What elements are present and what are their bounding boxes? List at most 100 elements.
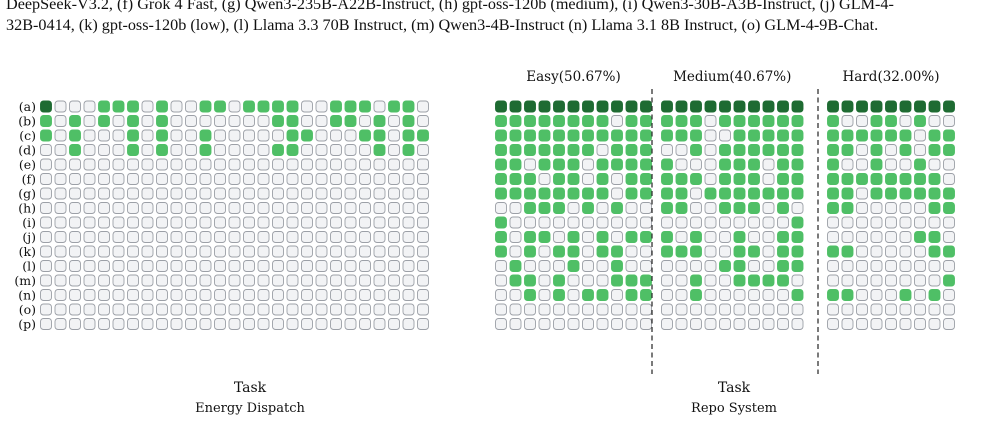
heatmap-cell-failed xyxy=(214,274,226,287)
heatmap-cell-solved xyxy=(301,129,313,142)
heatmap-cell-solved xyxy=(495,144,507,156)
heatmap-cell-solved xyxy=(661,115,673,127)
heatmap-cell-failed xyxy=(40,245,52,258)
heatmap-cell-solved xyxy=(791,100,804,113)
heatmap-cell-solved xyxy=(538,231,551,243)
heatmap-cell-failed xyxy=(127,303,139,316)
heatmap-cell-failed xyxy=(856,303,868,316)
heatmap-cell-failed xyxy=(388,303,400,316)
heatmap-cell-failed xyxy=(257,158,270,171)
heatmap-cell-failed xyxy=(928,303,941,316)
heatmap-cell-solved xyxy=(199,100,212,113)
heatmap-cell-failed xyxy=(69,274,81,287)
heatmap-cell-solved xyxy=(509,144,522,156)
heatmap-cell-failed xyxy=(257,318,270,330)
heatmap-cell-failed xyxy=(373,274,386,287)
heatmap-cell-solved xyxy=(827,245,839,258)
heatmap-cell-failed xyxy=(185,274,197,287)
heatmap-cell-failed xyxy=(899,260,912,272)
heatmap-cell-solved xyxy=(553,187,565,200)
heatmap-cell-solved xyxy=(417,129,429,142)
heatmap-cell-failed xyxy=(170,158,183,171)
heatmap-cell-failed xyxy=(330,274,342,287)
heatmap-cell-solved xyxy=(596,289,609,301)
heatmap-cell-failed xyxy=(301,202,313,214)
heatmap-cell-failed xyxy=(856,158,868,171)
heatmap-cell-failed xyxy=(69,318,81,330)
heatmap-cell-failed xyxy=(417,187,429,200)
heatmap-cell-failed xyxy=(112,158,125,171)
heatmap-cell-failed xyxy=(243,129,255,142)
heatmap-cell-solved xyxy=(870,144,883,156)
heatmap-cell-failed xyxy=(928,260,941,272)
heatmap-cell-failed xyxy=(243,231,255,243)
heatmap-cell-failed xyxy=(856,202,868,214)
heatmap-cell-solved xyxy=(748,144,760,156)
heatmap-cell-failed xyxy=(538,260,551,272)
heatmap-cell-solved xyxy=(928,129,941,142)
heatmap-cell-failed xyxy=(640,216,652,229)
heatmap-cell-solved xyxy=(156,144,168,156)
heatmap-cell-failed xyxy=(344,216,357,229)
heatmap-cell-failed xyxy=(870,216,883,229)
heatmap-cell-failed xyxy=(928,115,941,127)
heatmap-cell-solved xyxy=(719,115,731,127)
heatmap-cell-failed xyxy=(704,173,717,185)
heatmap-cell-failed xyxy=(928,274,941,287)
heatmap-cell-failed xyxy=(359,216,371,229)
heatmap-cell-failed xyxy=(596,202,609,214)
heatmap-cell-failed xyxy=(286,245,299,258)
heatmap-cell-solved xyxy=(762,115,775,127)
group-title: Medium(40.67%) xyxy=(673,69,791,85)
heatmap-cell-solved xyxy=(899,173,912,185)
heatmap-cell-solved xyxy=(596,245,609,258)
heatmap-cell-failed xyxy=(870,289,883,301)
heatmap-cell-failed xyxy=(330,144,342,156)
heatmap-cell-failed xyxy=(596,303,609,316)
heatmap-cell-failed xyxy=(704,144,717,156)
heatmap-cell-solved xyxy=(777,260,789,272)
heatmap-cell-failed xyxy=(856,187,868,200)
heatmap-cell-failed xyxy=(185,245,197,258)
heatmap-cell-solved xyxy=(733,158,746,171)
heatmap-cell-failed xyxy=(675,158,688,171)
heatmap-cell-solved xyxy=(777,115,789,127)
heatmap-cell-solved xyxy=(625,144,638,156)
heatmap-cell-failed xyxy=(373,187,386,200)
heatmap-cell-failed xyxy=(417,202,429,214)
heatmap-cell-solved xyxy=(690,173,702,185)
heatmap-cell-solved xyxy=(640,187,652,200)
heatmap-cell-failed xyxy=(69,231,81,243)
heatmap-cell-solved xyxy=(914,187,926,200)
heatmap-cell-solved xyxy=(582,289,594,301)
heatmap-cell-failed xyxy=(495,318,507,330)
heatmap-cell-failed xyxy=(417,245,429,258)
heatmap-cell-failed xyxy=(690,303,702,316)
heatmap-cell-solved xyxy=(675,115,688,127)
heatmap-cell-failed xyxy=(228,158,241,171)
heatmap-cell-failed xyxy=(733,216,746,229)
heatmap-cell-failed xyxy=(286,202,299,214)
heatmap-cell-solved xyxy=(538,187,551,200)
heatmap-cell-failed xyxy=(402,260,415,272)
heatmap-cell-solved xyxy=(582,115,594,127)
heatmap-cell-solved xyxy=(791,260,804,272)
heatmap-cell-solved xyxy=(870,158,883,171)
heatmap-cell-failed xyxy=(611,216,623,229)
heatmap-cell-failed xyxy=(885,245,897,258)
heatmap-cell-solved xyxy=(675,129,688,142)
heatmap-cell-solved xyxy=(791,173,804,185)
heatmap-cell-solved xyxy=(524,245,536,258)
heatmap-cell-failed xyxy=(330,173,342,185)
heatmap-cell-failed xyxy=(640,318,652,330)
heatmap-cell-solved xyxy=(748,158,760,171)
heatmap-cell-failed xyxy=(344,202,357,214)
heatmap-cell-solved xyxy=(899,289,912,301)
heatmap-cell-failed xyxy=(495,202,507,214)
heatmap-cell-failed xyxy=(141,289,154,301)
heatmap-cell-solved xyxy=(870,115,883,127)
heatmap-cell-failed xyxy=(417,115,429,127)
heatmap-cell-failed xyxy=(914,318,926,330)
heatmap-cell-failed xyxy=(402,245,415,258)
heatmap-cell-failed xyxy=(185,231,197,243)
